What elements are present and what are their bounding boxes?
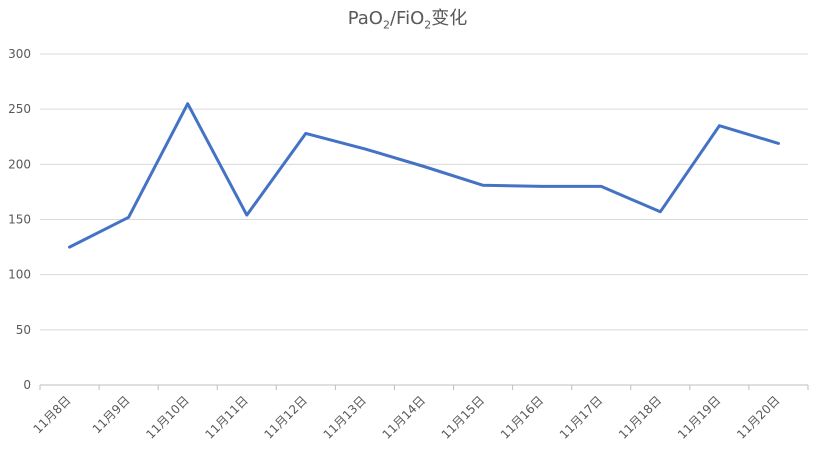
x-tick-label: 11月11日 <box>202 393 250 441</box>
gridlines <box>40 53 808 331</box>
x-tick-label: 11月14日 <box>380 393 428 441</box>
series-line-0 <box>68 102 780 249</box>
title-subscript-2: 2 <box>424 18 432 32</box>
x-tick-label: 11月20日 <box>734 393 782 441</box>
y-tick-label: 150 <box>8 213 31 227</box>
x-axis-tick-labels: 11月8日 11月9日 11月10日 11月11日 11月12日 11月13日 11月14日… <box>31 393 783 441</box>
y-tick-label: 100 <box>8 268 31 282</box>
title-part-1: PaO <box>347 8 383 29</box>
x-tick-label: 11月9日 <box>90 393 133 436</box>
x-tick-label: 11月8日 <box>31 393 74 436</box>
y-tick-label: 250 <box>8 102 31 116</box>
x-tick-label: 11月18日 <box>616 393 664 441</box>
title-part-3: 变化 <box>431 8 468 29</box>
x-tick-label: 11月19日 <box>675 393 723 441</box>
y-tick-label: 200 <box>8 157 31 171</box>
y-axis-tick-labels: 0 50 100 150 200 250 300 <box>8 47 31 392</box>
y-tick-label: 0 <box>23 378 31 392</box>
chart-title: PaO2/FiO2变化 <box>0 4 815 32</box>
x-tick-label: 11月17日 <box>557 393 605 441</box>
y-tick-label: 50 <box>16 323 31 337</box>
x-tick-label: 11月10日 <box>143 393 191 441</box>
series-layer <box>68 102 780 249</box>
x-tick-label: 11月15日 <box>439 393 487 441</box>
title-subscript-1: 2 <box>382 18 390 32</box>
x-axis <box>39 384 809 390</box>
x-tick-label: 11月13日 <box>321 393 369 441</box>
x-tick-label: 11月16日 <box>498 393 546 441</box>
x-tick-label: 11月12日 <box>261 393 309 441</box>
y-tick-label: 300 <box>8 47 31 61</box>
title-part-2: /FiO <box>389 8 425 29</box>
